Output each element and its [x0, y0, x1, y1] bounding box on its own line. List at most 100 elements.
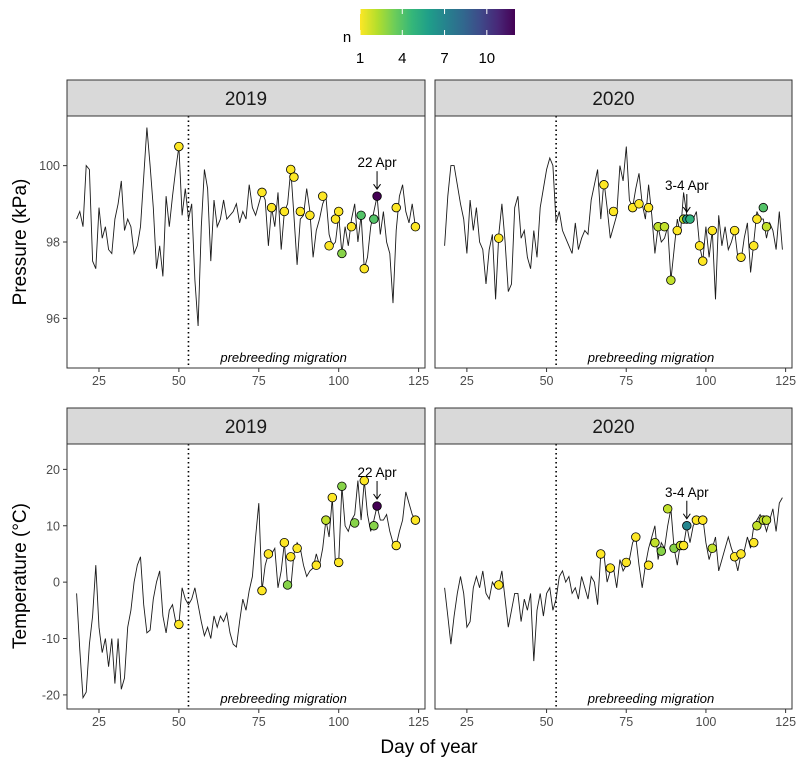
data-point: [311, 560, 322, 570]
data-point: [605, 563, 616, 573]
x-tick-label: 75: [619, 715, 633, 729]
data-point: [698, 515, 708, 525]
x-tick-label: 25: [92, 374, 106, 388]
data-point: [295, 206, 306, 217]
legend-tick-label: 1: [356, 50, 364, 67]
data-point: [761, 222, 772, 232]
data-point: [359, 475, 369, 486]
legend-tick-label: 10: [478, 50, 495, 67]
data-point: [736, 549, 746, 559]
data-point: [758, 202, 769, 213]
data-point: [672, 225, 682, 236]
data-point: [678, 540, 689, 551]
panel-pressure-2019: 2019 22 Apr prebreeding migration 25 50 75 100…: [39, 79, 429, 388]
data-point: [707, 543, 718, 554]
x-tick-label: 25: [460, 715, 474, 729]
data-point: [698, 256, 708, 266]
data-point: [337, 481, 347, 491]
data-point: [621, 557, 631, 568]
panel-pressure-2020: 2020 3-4 Apr prebreeding migration 25 50 75 10…: [434, 79, 796, 388]
y-axis-title-temperature: Temperature (°C): [10, 503, 31, 649]
x-tick-label: 50: [540, 374, 554, 388]
legend-tick-label: 4: [398, 50, 406, 67]
migration-label: prebreeding migration: [587, 691, 714, 706]
callout-arrowhead: [682, 513, 691, 520]
data-point: [749, 537, 759, 548]
data-point: [286, 552, 296, 562]
facet-strip-label: 2020: [592, 417, 634, 438]
x-tick-label: 75: [252, 715, 266, 729]
panel-background: [435, 444, 792, 709]
data-point: [656, 546, 667, 556]
data-point: [279, 206, 290, 217]
y-tick-label: -10: [42, 632, 60, 646]
legend-ticks: 1 4 7 10: [356, 9, 495, 67]
y-tick-label: -20: [42, 688, 60, 702]
panel-background: [67, 444, 425, 709]
x-axis-title: Day of year: [380, 737, 478, 758]
data-point: [410, 515, 421, 525]
legend-title: n: [343, 29, 351, 46]
data-point: [707, 225, 718, 236]
callout-label: 22 Apr: [358, 155, 398, 170]
x-tick-label: 25: [92, 715, 106, 729]
data-point: [659, 222, 670, 232]
data-point: [369, 521, 379, 531]
data-point: [359, 264, 369, 274]
callout-arrowhead: [373, 183, 381, 191]
x-tick-label: 125: [408, 374, 429, 388]
data-point: [662, 504, 673, 514]
data-point: [174, 619, 184, 630]
data-point: [282, 580, 293, 590]
data-point: [694, 241, 705, 251]
x-tick-label: 125: [408, 715, 429, 729]
migration-label: prebreeding migration: [587, 350, 714, 365]
y-tick-label: 10: [46, 519, 60, 533]
data-point: [324, 241, 334, 251]
panel-temperature-2020: 2020 3-4 Apr prebreeding migration 25 50 75 10…: [434, 407, 796, 729]
data-point: [650, 537, 660, 548]
x-tick-label: 50: [172, 715, 186, 729]
data-point: [685, 214, 695, 224]
data-point: [596, 549, 606, 559]
facet-strip-label: 2019: [225, 417, 267, 438]
data-point: [372, 501, 382, 511]
facet-strip-label: 2019: [225, 89, 267, 110]
legend-colorbar: [360, 9, 515, 35]
legend-tick-label: 7: [440, 50, 448, 67]
x-tick-label: 100: [328, 715, 349, 729]
data-point: [752, 214, 762, 224]
data-point: [333, 206, 344, 217]
data-point: [391, 540, 401, 551]
data-point: [257, 187, 267, 198]
data-point: [356, 210, 366, 220]
data-point: [410, 222, 421, 232]
x-tick-label: 100: [328, 374, 349, 388]
x-tick-label: 50: [540, 715, 554, 729]
x-tick-label: 50: [172, 374, 186, 388]
data-point: [494, 580, 504, 590]
x-tick-label: 100: [696, 374, 717, 388]
data-point: [333, 557, 344, 568]
y-tick-label: 0: [53, 576, 60, 590]
data-point: [643, 560, 654, 570]
series-line: [76, 480, 416, 700]
data-point: [729, 225, 740, 236]
x-tick-label: 75: [619, 374, 633, 388]
data-point: [349, 518, 360, 528]
data-point: [599, 180, 609, 190]
migration-label: prebreeding migration: [219, 691, 346, 706]
callout-label: 3-4 Apr: [665, 485, 709, 500]
data-point: [666, 275, 676, 285]
data-point: [305, 210, 315, 220]
data-point: [752, 521, 762, 531]
x-tick-label: 125: [775, 374, 796, 388]
facet-strip: [434, 407, 793, 445]
color-legend: n 1 4 7 10: [343, 9, 515, 67]
y-tick-label: 100: [39, 159, 60, 173]
data-point: [266, 202, 277, 213]
panel-border: [434, 115, 793, 369]
x-tick-label: 125: [775, 715, 796, 729]
